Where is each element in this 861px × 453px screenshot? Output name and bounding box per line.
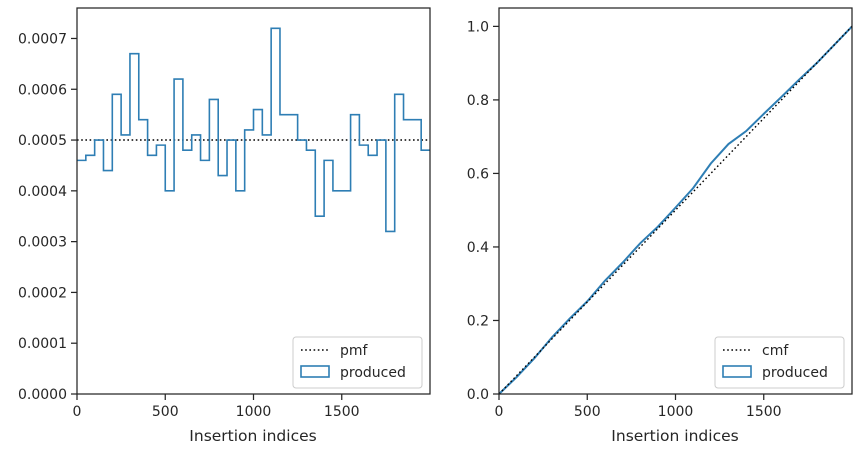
pmf-y-tick-label: 0.0001 bbox=[18, 336, 67, 352]
cmf-x-tick-label: 1500 bbox=[746, 404, 782, 420]
pmf-legend: pmf produced bbox=[292, 336, 423, 389]
cmf-legend: cmf produced bbox=[714, 336, 845, 389]
cmf-x-tick-label: 1000 bbox=[658, 404, 694, 420]
cmf-y-tick-label: 0.4 bbox=[467, 240, 489, 256]
cmf-plot-frame bbox=[498, 7, 853, 395]
cmf-y-tick-label: 0.2 bbox=[467, 313, 489, 329]
cmf-x-tick-label: 0 bbox=[495, 404, 504, 420]
pmf-legend-label-produced: produced bbox=[340, 365, 406, 381]
cmf-legend-label-reference: cmf bbox=[762, 343, 789, 359]
pmf-y-tick-label: 0.0003 bbox=[18, 235, 67, 251]
cmf-reference-line bbox=[498, 25, 853, 395]
pmf-legend-label-reference: pmf bbox=[340, 343, 369, 359]
pmf-x-tick-label: 0 bbox=[73, 404, 82, 420]
cmf-x-tick-label: 500 bbox=[574, 404, 601, 420]
cmf-y-tick-label: 0.0 bbox=[467, 387, 489, 403]
cmf-legend-label-produced: produced bbox=[762, 365, 828, 381]
pmf-y-ticks: 0.0000 0.0001 0.0002 0.0003 0.0004 0.0005 0.00… bbox=[18, 31, 77, 403]
cmf-legend-swatch-produced bbox=[722, 365, 752, 378]
pmf-plot-frame bbox=[76, 7, 431, 395]
pmf-chart: 0.0000 0.0001 0.0002 0.0003 0.0004 0.0005 0.00… bbox=[18, 7, 431, 445]
pmf-x-tick-label: 500 bbox=[152, 404, 179, 420]
cmf-y-ticks: 0.0 0.2 0.4 0.6 0.8 1.0 bbox=[467, 19, 499, 403]
cmf-x-axis-title: Insertion indices bbox=[611, 427, 738, 445]
pmf-x-ticks: 0 500 1000 1500 bbox=[73, 394, 360, 420]
pmf-x-axis-title: Insertion indices bbox=[189, 427, 316, 445]
pmf-y-tick-label: 0.0002 bbox=[18, 285, 67, 301]
pmf-y-tick-label: 0.0005 bbox=[18, 133, 67, 149]
pmf-legend-swatch-produced bbox=[300, 365, 330, 378]
pmf-x-tick-label: 1000 bbox=[236, 404, 272, 420]
cmf-y-tick-label: 0.8 bbox=[467, 93, 489, 109]
cmf-legend-box bbox=[714, 336, 845, 389]
cmf-y-tick-label: 1.0 bbox=[467, 19, 489, 35]
cmf-produced-step bbox=[498, 25, 853, 395]
pmf-legend-box bbox=[292, 336, 423, 389]
cmf-chart: 0.0 0.2 0.4 0.6 0.8 1.0 0 500 1000 1500 Insertio… bbox=[467, 7, 853, 445]
pmf-y-tick-label: 0.0000 bbox=[18, 387, 67, 403]
pmf-y-tick-label: 0.0007 bbox=[18, 31, 67, 47]
cmf-x-ticks: 0 500 1000 1500 bbox=[495, 394, 782, 420]
pmf-y-tick-label: 0.0006 bbox=[18, 82, 67, 98]
cmf-y-tick-label: 0.6 bbox=[467, 166, 489, 182]
pmf-produced-step bbox=[77, 27, 430, 233]
pmf-y-tick-label: 0.0004 bbox=[18, 184, 67, 200]
pmf-x-tick-label: 1500 bbox=[324, 404, 360, 420]
